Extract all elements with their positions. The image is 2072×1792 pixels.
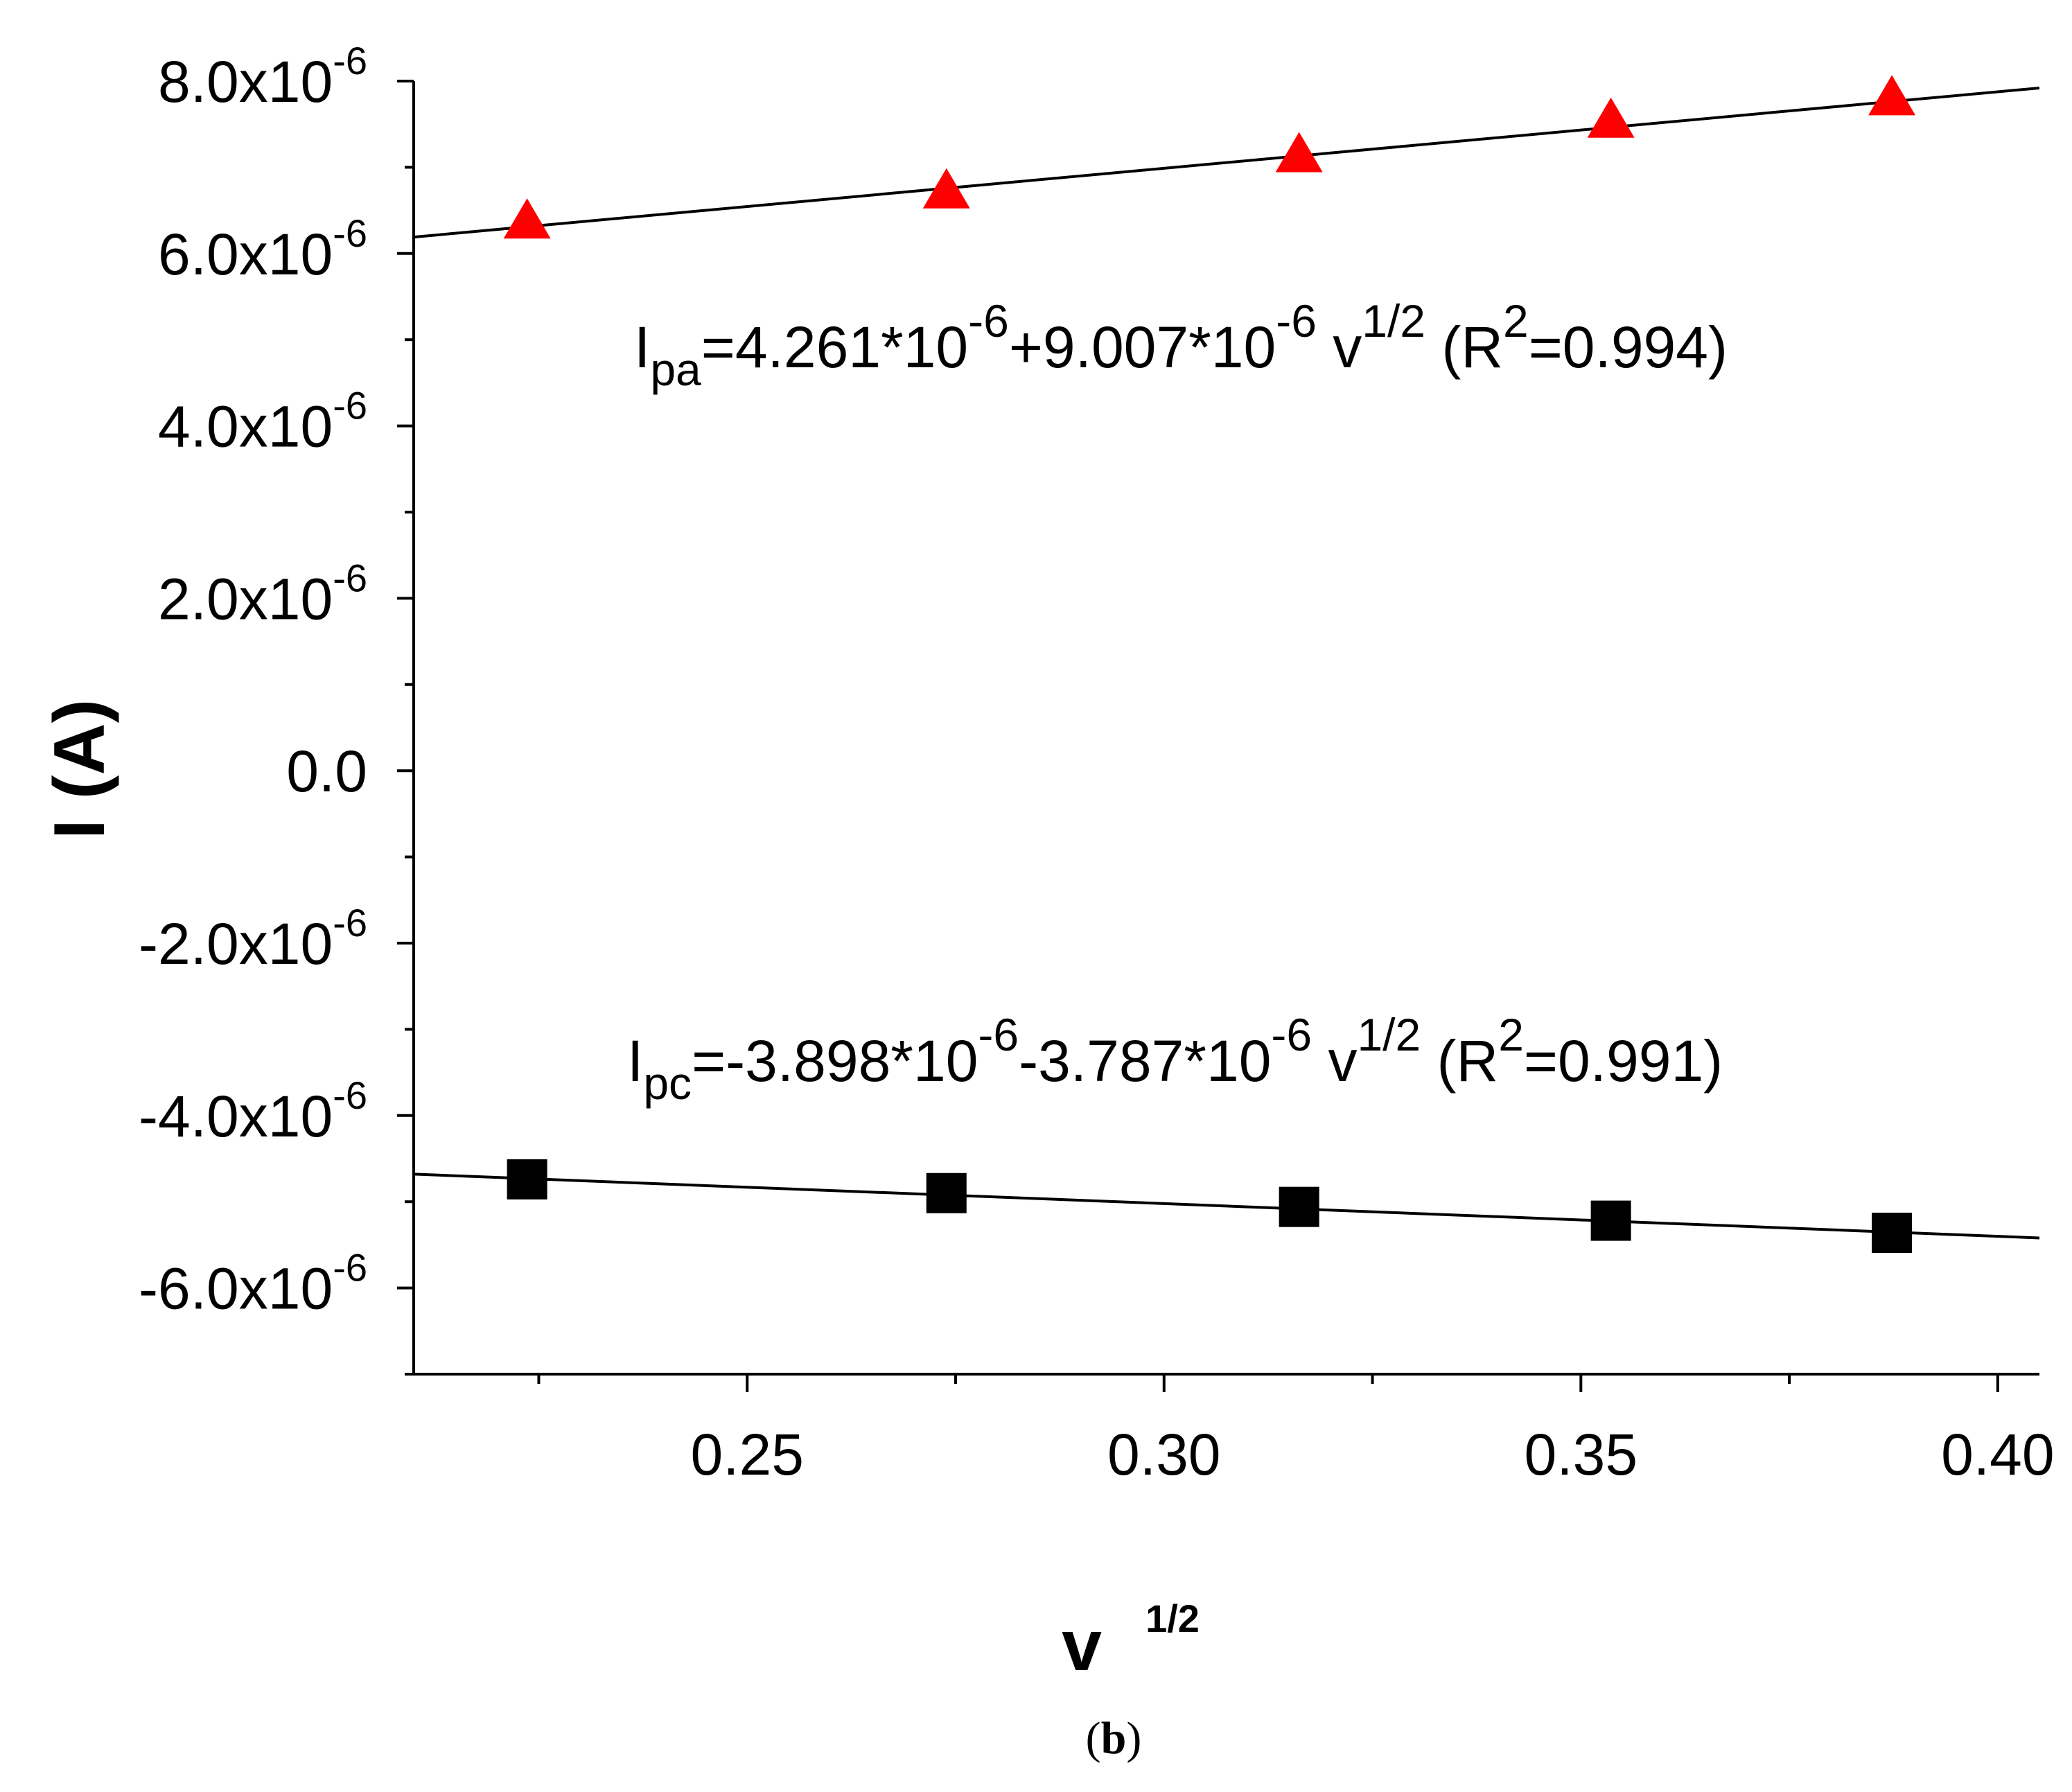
x-axis-title-sup: 1/2 bbox=[1145, 1597, 1200, 1640]
x-axis-title: v bbox=[1062, 1606, 1102, 1686]
triangle-marker bbox=[922, 168, 970, 209]
markers bbox=[503, 75, 1916, 1253]
equation-part: (R bbox=[1421, 1028, 1498, 1093]
fit-line-1 bbox=[413, 86, 2040, 239]
equation-part: =4.261*10 bbox=[701, 315, 968, 380]
equation-part: =0.991) bbox=[1524, 1028, 1723, 1093]
x-tick-label: 0.35 bbox=[1525, 1422, 1638, 1487]
equation-part: pa bbox=[650, 344, 701, 395]
square-marker bbox=[1872, 1212, 1913, 1253]
triangle-marker bbox=[1275, 132, 1323, 173]
figure-caption: (b) bbox=[1086, 1713, 1142, 1764]
y-tick-label: 4.0x10-6 bbox=[158, 384, 367, 459]
y-tick-label: 8.0x10-6 bbox=[158, 39, 367, 114]
equation-part: I bbox=[627, 1028, 643, 1093]
x-axis-title-main: v bbox=[1062, 1606, 1102, 1686]
caption-open: ( bbox=[1086, 1713, 1101, 1764]
equation-part: =-3.898*10 bbox=[692, 1028, 978, 1093]
triangle-marker bbox=[1868, 75, 1916, 116]
triangle-marker bbox=[503, 198, 551, 239]
x-tick-label: 0.25 bbox=[690, 1422, 804, 1487]
y-tick-label: 0.0 bbox=[286, 739, 367, 804]
equation-part: 1/2 bbox=[1357, 1009, 1421, 1060]
y-tick-label: -4.0x10-6 bbox=[139, 1073, 367, 1149]
equation-part: 2 bbox=[1503, 295, 1529, 346]
axes bbox=[397, 80, 2039, 1392]
equation-part: +9.007*10 bbox=[1009, 315, 1276, 380]
triangle-marker bbox=[1587, 97, 1635, 138]
equation-part: v bbox=[1312, 1028, 1357, 1093]
equation-part: -6 bbox=[968, 295, 1009, 346]
equation-part: -6 bbox=[978, 1009, 1019, 1060]
square-marker bbox=[1590, 1200, 1631, 1241]
x-tick-labels: 0.25 0.30 0.35 0.40 bbox=[690, 1422, 2054, 1487]
y-axis-title: I (A) bbox=[39, 699, 120, 839]
equation-part: (R bbox=[1425, 315, 1503, 380]
equation-part: I bbox=[634, 315, 650, 380]
equation-part: -3.787*10 bbox=[1019, 1028, 1271, 1093]
equation-part: 1/2 bbox=[1362, 295, 1425, 346]
square-marker bbox=[926, 1172, 967, 1213]
fit-lines bbox=[413, 86, 2040, 1240]
fit-line-2 bbox=[413, 1172, 2040, 1240]
equation-part: -6 bbox=[1276, 295, 1317, 346]
equation-part: -6 bbox=[1271, 1009, 1312, 1060]
anodic-fit-equation: Ipa=4.261*10-6+9.007*10-6 v1/2 (R2=0.994… bbox=[634, 295, 1728, 395]
caption-letter: b bbox=[1101, 1713, 1127, 1764]
y-tick-labels: 8.0x10-6 6.0x10-6 4.0x10-6 2.0x10-6 0.0 -2.0x… bbox=[139, 39, 367, 1321]
y-tick-label: 2.0x10-6 bbox=[158, 556, 367, 631]
y-tick-label: -6.0x10-6 bbox=[139, 1246, 367, 1321]
square-marker bbox=[507, 1159, 547, 1200]
caption-close: ) bbox=[1126, 1713, 1141, 1764]
x-tick-label: 0.30 bbox=[1107, 1422, 1221, 1487]
cathodic-fit-equation: Ipc=-3.898*10-6-3.787*10-6 v1/2 (R2=0.99… bbox=[627, 1009, 1723, 1109]
square-marker bbox=[1279, 1186, 1319, 1227]
y-tick-label: 6.0x10-6 bbox=[158, 211, 367, 287]
y-tick-label: -2.0x10-6 bbox=[139, 901, 367, 976]
equation-part: pc bbox=[643, 1057, 692, 1109]
x-tick-label: 0.40 bbox=[1941, 1422, 2055, 1487]
equation-part: =0.994) bbox=[1529, 315, 1728, 380]
equation-part: v bbox=[1317, 315, 1362, 380]
equation-part: 2 bbox=[1498, 1009, 1524, 1060]
